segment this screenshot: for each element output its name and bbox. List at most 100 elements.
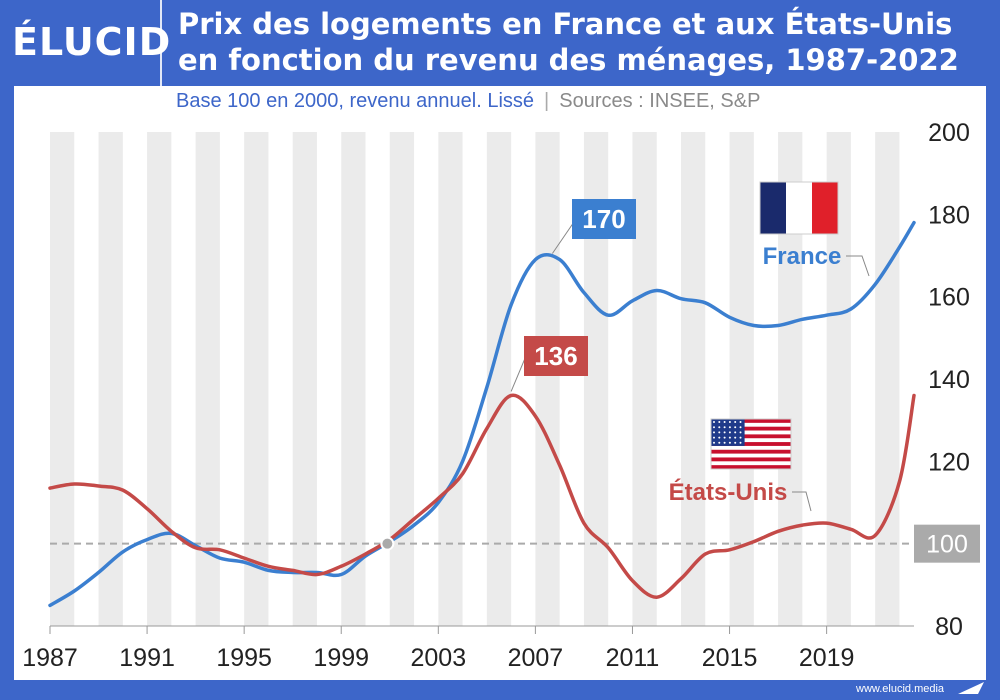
france-peak-label: 170 <box>582 204 625 234</box>
usa-series-label: États-Unis <box>669 478 788 506</box>
chart-panel: Base 100 en 2000, revenu annuel. Lissé | S… <box>14 86 986 680</box>
elucid-mark-icon <box>958 682 984 694</box>
flag-star <box>728 421 731 423</box>
x-axis: 1987 1991 1995 1999 2003 2007 2011 2015 2019 <box>22 625 914 672</box>
y-tick-label: 180 <box>928 201 970 229</box>
subtitle-sources: Sources : INSEE, S&P <box>559 90 761 112</box>
flag-border <box>759 181 839 235</box>
x-tick-label: 2011 <box>606 644 660 672</box>
flag-star <box>739 421 742 423</box>
x-tick-label: 2003 <box>411 644 467 672</box>
flag-star <box>713 431 715 434</box>
flag-star <box>713 441 715 444</box>
subtitle-main: Base 100 en 2000, revenu annuel. Lissé <box>176 90 535 112</box>
flag-stripe <box>711 438 791 443</box>
x-tick-label: 1995 <box>216 644 272 672</box>
chart-title: Prix des logements en France et aux État… <box>178 6 988 78</box>
y-tick-label: 80 <box>935 613 963 641</box>
title-line-2: en fonction du revenu des ménages, 1987-… <box>178 43 959 77</box>
flag-star <box>734 436 737 439</box>
flag-stripe <box>711 426 791 431</box>
elucid-logo: ÉLUCID <box>0 0 170 86</box>
flag-star <box>739 431 742 434</box>
y-tick-label: 200 <box>928 119 970 147</box>
usa-line <box>48 393 916 599</box>
y-axis: 80 120 140 160 180 200 <box>928 119 970 641</box>
flag-stripe <box>711 465 791 470</box>
y-tick-label: 160 <box>928 284 970 312</box>
flag-star <box>718 431 721 434</box>
flag-star <box>718 441 721 444</box>
header: ÉLUCID Prix des logements en France et a… <box>0 0 1000 86</box>
flag-star <box>739 426 742 429</box>
y-tick-label: 140 <box>928 366 970 394</box>
usa-peak-box <box>524 336 588 376</box>
flag-stripe <box>711 457 791 462</box>
year-band <box>535 132 560 626</box>
flag-star <box>718 436 721 439</box>
subtitle-separator: | <box>544 90 550 112</box>
flag-star <box>723 436 726 439</box>
flag-star <box>728 441 731 444</box>
flag-stripe <box>812 182 838 234</box>
flag-star <box>734 431 737 434</box>
flag-star <box>723 426 726 429</box>
title-line-1: Prix des logements en France et aux État… <box>178 7 953 41</box>
year-band <box>729 132 754 626</box>
background-bands <box>50 132 900 626</box>
x-tick-label: 2019 <box>799 644 855 672</box>
flag-star <box>728 426 731 429</box>
usa-label-leader <box>792 491 812 512</box>
flag-star <box>734 421 737 423</box>
x-tick-label: 2007 <box>508 644 564 672</box>
x-tick-label: 1991 <box>119 644 175 672</box>
flag-canton <box>711 419 745 446</box>
france-flag <box>759 181 839 235</box>
year-band <box>875 132 900 626</box>
france-peak-box <box>572 199 636 239</box>
flag-stripe <box>760 182 786 234</box>
footer-url: www.elucid.media <box>856 683 945 695</box>
chart-subtitle: Base 100 en 2000, revenu annuel. Lissé | S… <box>176 90 760 113</box>
year-band <box>632 132 657 626</box>
usa-peak-label: 136 <box>534 341 577 371</box>
reference-label: 100 <box>926 531 968 559</box>
usa-flag <box>710 418 792 470</box>
year-band <box>147 132 172 626</box>
year-band <box>438 132 463 626</box>
flag-stripe <box>711 449 791 454</box>
year-band <box>98 132 123 626</box>
flag-star <box>713 436 715 439</box>
flag-star <box>739 441 742 444</box>
year-band <box>244 132 269 626</box>
year-band <box>341 132 366 626</box>
line-chart: 1987 1991 1995 1999 2003 2007 2011 2015 2019 80 12… <box>22 119 980 672</box>
flag-star <box>734 441 737 444</box>
flag-star <box>723 421 726 423</box>
base-year-point <box>380 536 395 551</box>
x-tick-label: 1987 <box>22 644 78 672</box>
france-line <box>48 220 916 608</box>
year-band <box>681 132 706 626</box>
logo-text: ÉLUCID <box>12 20 172 64</box>
flag-star <box>718 421 721 423</box>
usa-peak-leader <box>510 355 527 392</box>
flag-star <box>713 421 715 423</box>
flag-stripe <box>786 182 812 234</box>
y-tick-label: 120 <box>928 448 970 476</box>
flag-star <box>728 436 731 439</box>
flag-star <box>718 426 721 429</box>
flag-star <box>723 431 726 434</box>
flag-stripe <box>711 445 791 451</box>
flag-star <box>723 441 726 444</box>
flag-star <box>739 436 742 439</box>
year-band <box>389 132 415 626</box>
france-series-label: France <box>763 243 842 270</box>
flag-border <box>710 418 792 470</box>
x-tick-label: 1999 <box>313 644 369 672</box>
year-band <box>292 132 317 626</box>
flag-stripe <box>711 442 791 447</box>
france-label-leader <box>846 255 870 277</box>
flag-star <box>713 426 715 429</box>
flag-star <box>734 426 737 429</box>
